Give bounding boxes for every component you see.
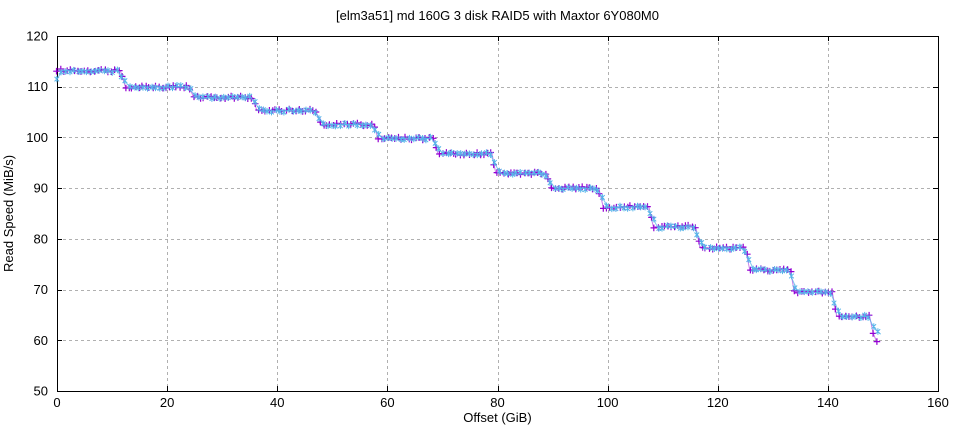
x-tick-label: 100 <box>597 395 619 410</box>
x-tick-label: 160 <box>927 395 949 410</box>
x-tick-label: 140 <box>817 395 839 410</box>
series-read-speed-run-2 <box>54 66 882 335</box>
x-axis-label: Offset (GiB) <box>463 410 532 425</box>
x-tick-label: 20 <box>160 395 174 410</box>
y-tick-label: 60 <box>34 333 48 348</box>
chart-title: [elm3a51] md 160G 3 disk RAID5 with Maxt… <box>336 8 659 23</box>
axis-ticks <box>57 36 939 392</box>
y-tick-label: 90 <box>34 181 48 196</box>
series-line <box>56 70 882 335</box>
y-tick-label: 70 <box>34 282 48 297</box>
series-line <box>57 70 878 343</box>
x-tick-label: 120 <box>707 395 729 410</box>
x-tick-label: 60 <box>380 395 394 410</box>
y-tick-label: 50 <box>34 384 48 399</box>
y-tick-label: 100 <box>26 130 48 145</box>
y-tick-label: 110 <box>27 79 48 94</box>
gridlines <box>57 36 938 391</box>
x-tick-label: 40 <box>270 395 284 410</box>
y-tick-labels: 50 60 70 80 90 100 110 120 <box>26 29 48 399</box>
x-tick-label: 0 <box>53 395 60 410</box>
series-read-speed-run-1 <box>53 65 881 345</box>
series-markers-asterisk <box>54 66 881 335</box>
x-tick-label: 80 <box>490 395 504 410</box>
y-tick-label: 120 <box>26 29 48 44</box>
y-tick-label: 80 <box>34 231 48 246</box>
series-markers-plus <box>53 65 881 345</box>
x-tick-labels: 0 20 40 60 80 100 120 140 160 <box>53 395 948 410</box>
